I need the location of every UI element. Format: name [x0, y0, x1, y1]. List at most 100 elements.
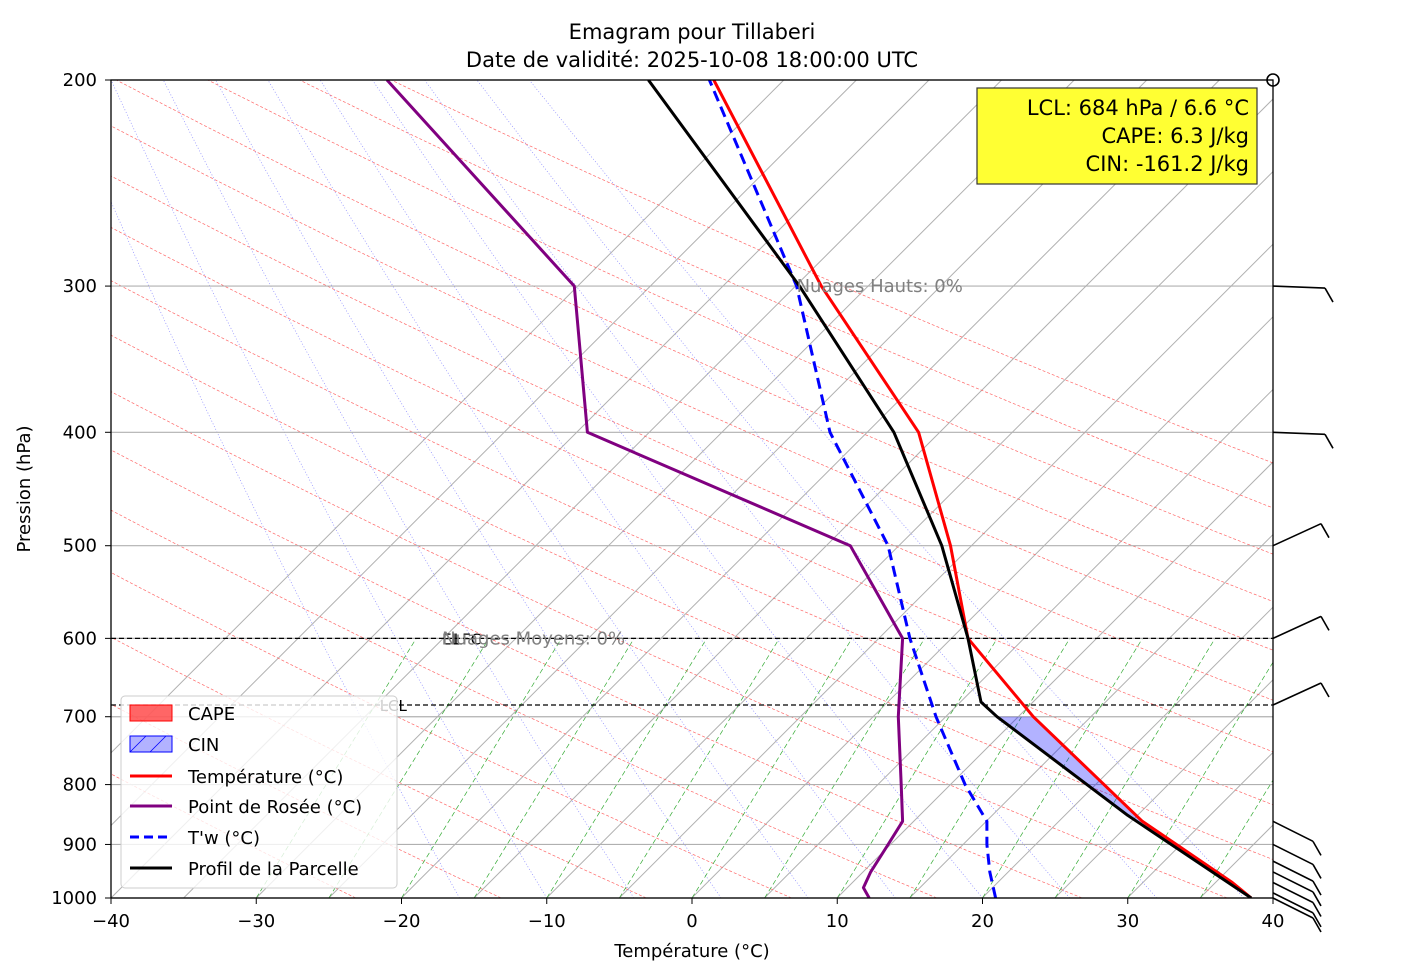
dry-adiabat	[299, 80, 1273, 509]
x-tick-label: 20	[971, 911, 994, 932]
dry-adiabat	[111, 334, 1273, 860]
y-tick-label: 900	[63, 834, 97, 855]
wind-barb-staff	[1272, 522, 1322, 547]
mixing-ratio-line	[546, 638, 708, 898]
mixing-ratio-line	[836, 638, 998, 898]
isotherm-line	[546, 170, 1273, 898]
wind-barb-flag	[1324, 433, 1334, 449]
x-tick-label: −30	[237, 911, 275, 932]
moist-adiabat	[476, 80, 1158, 898]
legend-tw-label: T'w (°C)	[187, 828, 260, 849]
series-line-0	[712, 80, 1253, 898]
mixing-ratio-line	[691, 638, 853, 898]
x-axis-label: Température (°C)	[613, 941, 769, 962]
wind-barb-staff	[1272, 860, 1314, 882]
mixing-ratio-line	[1200, 779, 1273, 898]
dry-adiabat	[111, 227, 1273, 753]
wind-barb-flag	[1312, 840, 1322, 856]
series-line-3	[647, 80, 1253, 898]
wind-barb-flag	[1324, 287, 1334, 303]
isotherm-line	[473, 98, 1273, 898]
mixing-ratio-line	[982, 638, 1143, 898]
series-line-2	[708, 80, 998, 898]
dry-adiabat	[111, 175, 1273, 701]
mixing-ratio-line	[619, 638, 780, 898]
wind-barb-staff	[1272, 892, 1314, 914]
barb-calm-circle	[1266, 73, 1280, 87]
legend-cape-swatch	[129, 704, 173, 722]
x-tick-label: −20	[383, 911, 421, 932]
moist-adiabat	[529, 80, 1245, 898]
y-tick-label: 800	[63, 775, 97, 796]
isotherm-line	[328, 80, 1148, 898]
annotation-label: Nuages Hauts: 0%	[797, 276, 963, 297]
mixing-ratio-line	[401, 638, 562, 898]
x-tick-label: 10	[826, 911, 849, 932]
x-tick-label: 0	[686, 911, 697, 932]
y-tick-label: 500	[63, 536, 97, 557]
x-tick-label: −40	[92, 911, 130, 932]
wind-barb-flag	[1320, 523, 1330, 539]
isotherm-line	[981, 606, 1273, 898]
info-lcl: LCL: 684 hPa / 6.6 °C	[1027, 96, 1249, 120]
legend-cape-label: CAPE	[188, 704, 235, 725]
series-line-1	[385, 80, 905, 898]
annotation-label: EL	[442, 630, 460, 648]
isotherm-line	[1127, 751, 1273, 898]
chart-subtitle: Date de validité: 2025-10-08 18:00:00 UT…	[466, 48, 918, 72]
wind-barb-staff	[1272, 431, 1326, 436]
wind-barb-staff	[1272, 285, 1326, 289]
isotherm-line	[1054, 679, 1273, 898]
wind-barb-flag	[1320, 682, 1330, 698]
moist-adiabat	[319, 80, 896, 898]
moist-adiabat	[424, 80, 1070, 898]
wind-barb-staff	[1272, 897, 1314, 919]
mixing-ratio-line	[1054, 638, 1216, 898]
legend-cin-hatch	[149, 735, 167, 753]
annotation-label: LFC	[454, 630, 481, 648]
y-tick-label: 1000	[51, 888, 97, 909]
wind-barb-flag	[1312, 880, 1322, 896]
moist-adiabat	[372, 80, 983, 898]
level-annotations: LCLELLFCNuages Hauts: 0%Nuages Moyens: 0…	[380, 276, 963, 715]
mixing-ratio-line	[764, 638, 925, 898]
isotherm-line	[401, 80, 1220, 898]
wind-barb-staff	[1272, 615, 1322, 640]
legend: CAPE CIN Température (°C) Point de Rosée…	[120, 695, 398, 889]
isotherm-line	[836, 461, 1273, 898]
legend-parcel-label: Profil de la Parcelle	[188, 859, 359, 880]
wind-barb-flag	[1312, 902, 1322, 917]
legend-cin-label: CIN	[188, 735, 219, 756]
legend-temp-label: Température (°C)	[187, 767, 343, 788]
legend-cin-hatch	[129, 735, 147, 753]
wind-barb-flag	[1312, 891, 1322, 907]
wind-barb-staff	[1272, 682, 1322, 706]
wind-barb-staff	[1272, 820, 1314, 843]
y-tick-label: 300	[63, 276, 97, 297]
x-tick-label: −10	[528, 911, 566, 932]
wind-barb-flag	[1320, 615, 1330, 631]
wind-barb-staff	[1272, 881, 1314, 904]
isotherm-line	[909, 533, 1273, 898]
dry-adiabat	[391, 80, 1273, 464]
isotherm-line	[691, 316, 1273, 898]
isotherm-line	[1272, 896, 1273, 898]
wind-barb-flag	[1312, 917, 1322, 933]
x-tick-label: 30	[1116, 911, 1139, 932]
wind-barbs	[1272, 285, 1334, 933]
isotherm-line	[1199, 824, 1273, 898]
info-box: LCL: 684 hPa / 6.6 °C CAPE: 6.3 J/kg CIN…	[976, 87, 1258, 185]
info-cin: CIN: -161.2 J/kg	[1086, 152, 1249, 176]
x-tick-label: 40	[1262, 911, 1285, 932]
isotherm-line	[618, 243, 1273, 898]
isotherm-line	[1345, 80, 1404, 898]
profile-series	[385, 80, 1253, 898]
x-axis-ticks: −40 −30 −20 −10 0 10 20 30 40	[92, 898, 1284, 932]
legend-dewpoint-label: Point de Rosée (°C)	[188, 797, 362, 818]
mixing-ratio-line	[1127, 661, 1273, 898]
legend-cin-swatch	[129, 735, 173, 753]
y-axis-ticks: 1000 900 800 700 600 500 400 300 200	[51, 70, 111, 909]
mixing-ratio-line	[473, 638, 635, 898]
wind-barb-staff	[1272, 871, 1314, 893]
info-cape: CAPE: 6.3 J/kg	[1101, 124, 1249, 148]
